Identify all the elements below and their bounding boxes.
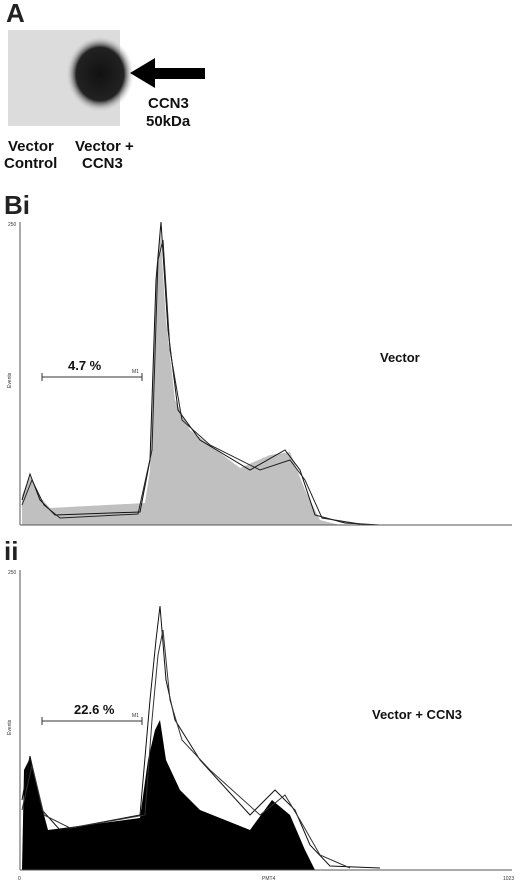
histogram-line	[21, 605, 381, 869]
band-label: 50kDa	[146, 113, 191, 130]
y-axis-label: Events	[7, 372, 13, 388]
gate-percent: 4.7 %	[68, 358, 102, 373]
arrow-head	[130, 58, 155, 88]
lane-label: CCN3	[82, 155, 123, 172]
histogram-line	[21, 239, 361, 525]
condition-label: Vector	[380, 350, 420, 365]
gate-name: M1	[132, 713, 139, 719]
lane-label: Vector	[8, 138, 54, 155]
gate-name: M1	[132, 369, 139, 375]
lane-label: Control	[4, 155, 57, 172]
y-tick-label: 250	[8, 222, 17, 228]
panel-label: A	[6, 0, 25, 28]
x-axis-label: PMT4	[262, 876, 276, 882]
gate-percent: 22.6 %	[74, 702, 115, 717]
lane-label: Vector +	[75, 138, 134, 155]
panel-label: ii	[4, 536, 18, 566]
band-label: CCN3	[148, 95, 189, 112]
arrow-shaft	[150, 68, 205, 79]
arrow	[130, 58, 205, 88]
blot-band	[66, 36, 134, 112]
panel-label: Bi	[4, 190, 30, 220]
x-tick-label: 1023	[503, 876, 514, 882]
histogram-fill	[22, 720, 315, 870]
histogram-line	[21, 629, 351, 869]
y-axis-label: Events	[7, 719, 13, 735]
x-tick-label: 0	[18, 876, 21, 882]
histogram-fill	[22, 226, 340, 525]
condition-label: Vector + CCN3	[372, 707, 462, 722]
y-tick-label: 250	[8, 570, 17, 576]
